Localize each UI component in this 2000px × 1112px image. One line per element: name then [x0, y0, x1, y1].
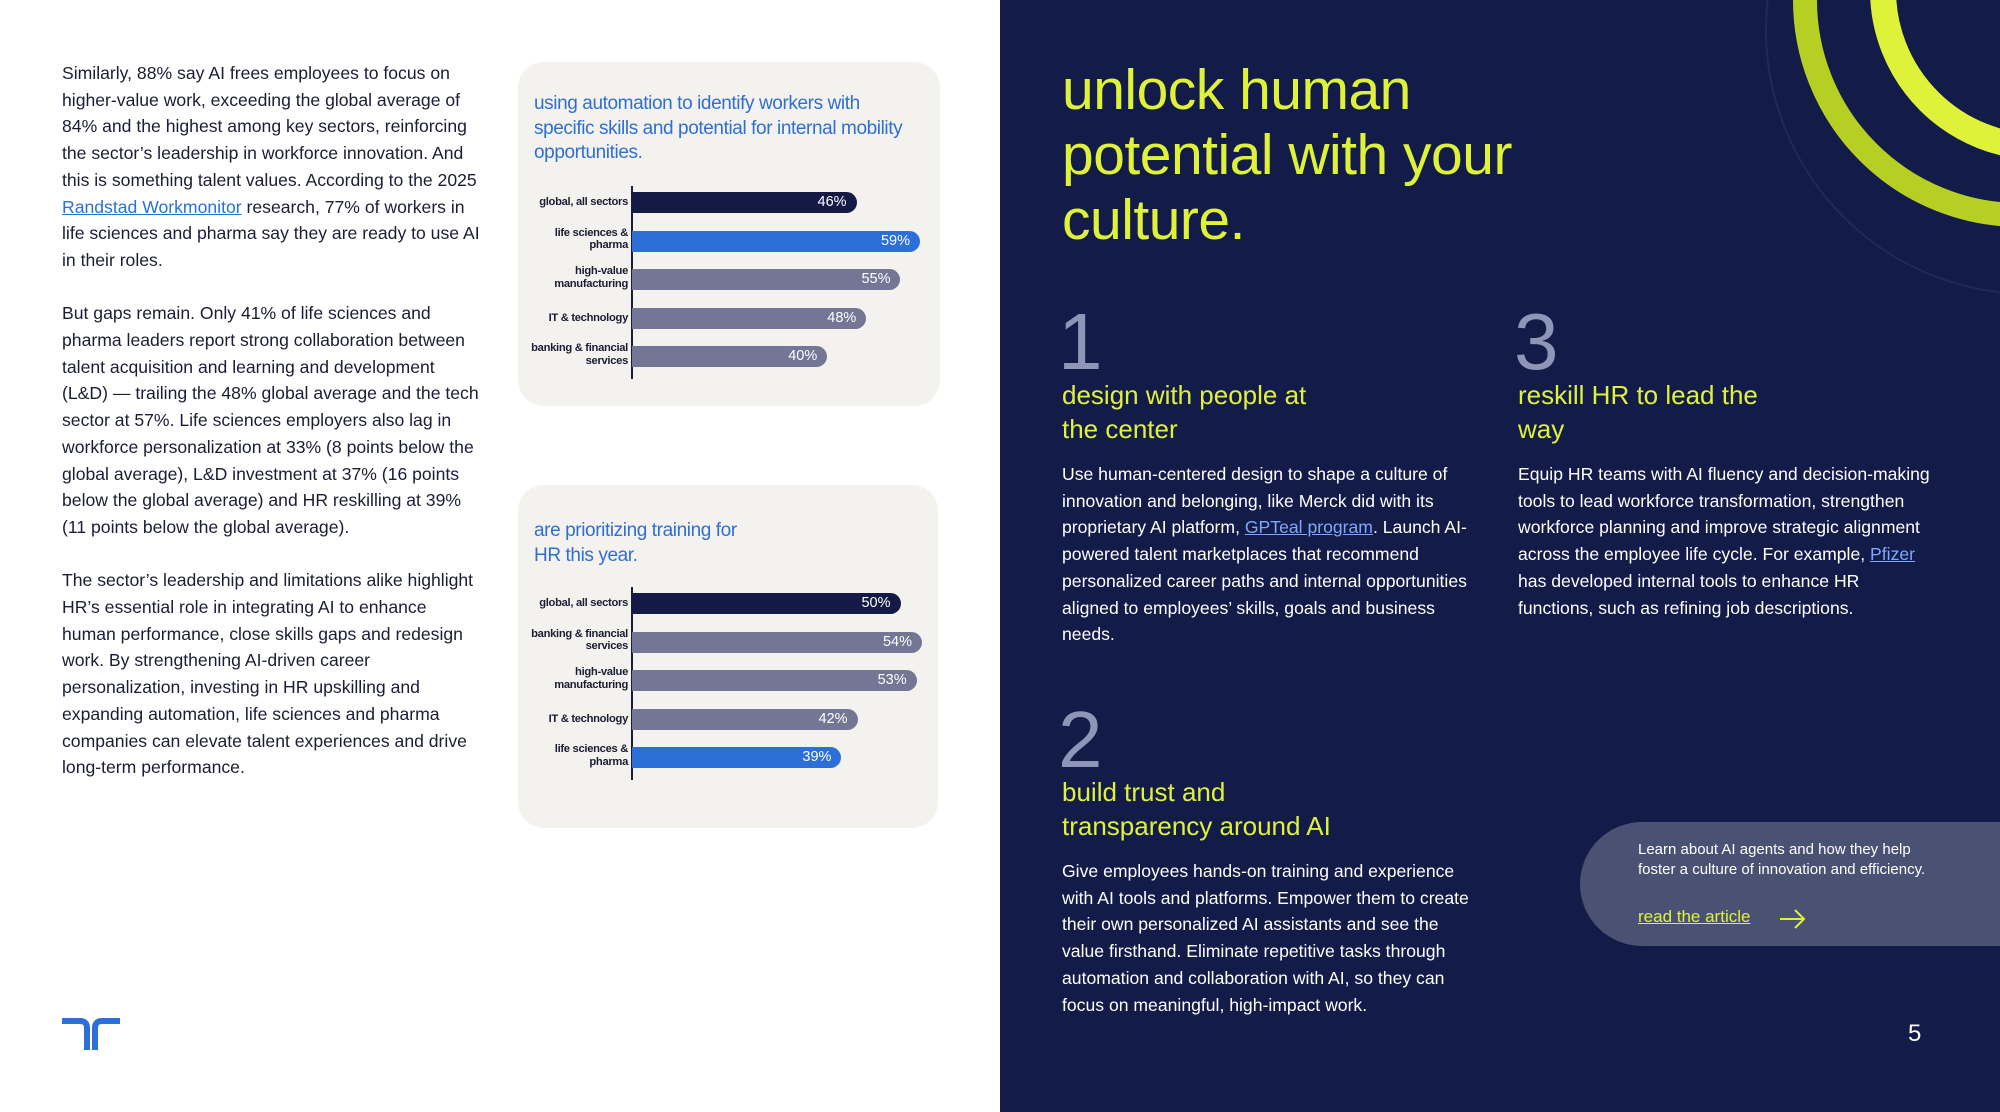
body-text-column: Similarly, 88% say AI frees employees to… [62, 60, 482, 808]
randstad-workmonitor-link[interactable]: Randstad Workmonitor [62, 196, 242, 217]
paragraph-1-text-a: Similarly, 88% say AI frees employees to… [62, 63, 477, 190]
randstad-logo-icon [62, 1018, 120, 1050]
bar: 46% [632, 192, 857, 213]
bar: 39% [632, 747, 842, 768]
bar: 55% [632, 269, 901, 290]
bar-value-label: 48% [827, 309, 857, 326]
step-number-1: 1 [1058, 297, 1103, 386]
bar: 59% [632, 230, 920, 252]
step-body-1: Use human-centered design to shape a cul… [1062, 461, 1482, 648]
bar-value-label: 54% [882, 633, 912, 650]
bar-chart: global, all sectors 50% banking & financia… [518, 485, 938, 828]
step-title-1: design with people at the center [1062, 380, 1307, 444]
page-number: 5 [1908, 1020, 1922, 1047]
step-number-2: 2 [1058, 695, 1103, 784]
paragraph-1: Similarly, 88% say AI frees employees to… [62, 60, 482, 274]
step-body-2: Give employees hands-on training and exp… [1062, 861, 1469, 1015]
chart-title: using automation to identify workers wit… [534, 93, 903, 163]
read-article-link[interactable]: read the article [1638, 907, 1751, 926]
bar: 50% [632, 593, 901, 614]
pfizer-link[interactable]: Pfizer [1870, 544, 1916, 565]
bar: 54% [632, 631, 922, 653]
bar-category-label: IT & technology [548, 311, 629, 324]
chart-title: are prioritizing training for HR this ye… [534, 520, 737, 566]
bar-value-label: 46% [817, 194, 847, 210]
headline: unlock human potential with your culture… [1062, 58, 1512, 252]
article-callout: Learn about AI agents and how they help … [1580, 822, 2000, 946]
bar-value-label: 59% [880, 232, 910, 249]
bar-category-label: high-value manufacturing [554, 666, 628, 691]
bar-category-label: global, all sectors [539, 597, 628, 609]
step-number-3: 3 [1514, 297, 1559, 386]
chart-card-hr-training: are prioritizing training for HR this ye… [518, 485, 938, 828]
bar: 42% [632, 708, 858, 730]
bar-value-label: 42% [818, 710, 848, 727]
bar: 53% [632, 670, 917, 691]
paragraph-2: But gaps remain. Only 41% of life scienc… [62, 303, 479, 537]
bar-category-label: high-value manufacturing [554, 265, 628, 290]
bar-category-label: IT & technology [548, 712, 629, 725]
bar-chart: global, all sectors 46% life sciences & ph… [518, 62, 940, 406]
chart-axis-line [631, 587, 633, 780]
right-panel: unlock human potential with your culture… [1000, 0, 2000, 1112]
step-body-1-text-a: Use human-centered design to shape a cul… [1062, 464, 1448, 538]
chart-axis-line [631, 186, 633, 379]
bar-value-label: 53% [877, 672, 907, 688]
chart-card-automation: using automation to identify workers wit… [518, 62, 940, 406]
step-body-3: Equip HR teams with AI fluency and decis… [1518, 461, 1938, 621]
bar-value-label: 40% [788, 348, 818, 364]
step-body-3-text-a: Equip HR teams with AI fluency and decis… [1518, 464, 1930, 565]
bar-value-label: 39% [802, 749, 832, 765]
step-body-3-text-b: has developed internal tools to enhance … [1518, 570, 1860, 618]
bar-value-label: 50% [861, 595, 891, 611]
decorative-rings-graphic [1765, 0, 2000, 294]
bar: 48% [632, 307, 867, 329]
gpteal-program-link[interactable]: GPTeal program [1244, 517, 1373, 538]
bar-value-label: 55% [861, 271, 891, 287]
paragraph-3: The sector’s leadership and limitations … [62, 570, 474, 778]
bar: 40% [632, 346, 828, 367]
bar-category-label: life sciences & pharma [554, 226, 629, 252]
callout-text: Learn about AI agents and how they help … [1638, 841, 1926, 878]
arrow-right-icon[interactable] [1778, 908, 1808, 930]
bar-category-label: global, all sectors [539, 196, 628, 208]
step-body-1-text-b: . Launch AI-powered talent marketplaces … [1062, 517, 1467, 645]
step-title-3: reskill HR to lead the way [1518, 380, 1758, 444]
paragraph-1-text-b: research, 77% of workers in life science… [62, 196, 480, 270]
step-title-2: build trust and transparency around AI [1062, 777, 1331, 841]
bar-category-label: life sciences & pharma [554, 743, 629, 768]
bar-category-label: banking & financial services [531, 342, 628, 367]
bar-category-label: banking & financial services [531, 627, 628, 653]
